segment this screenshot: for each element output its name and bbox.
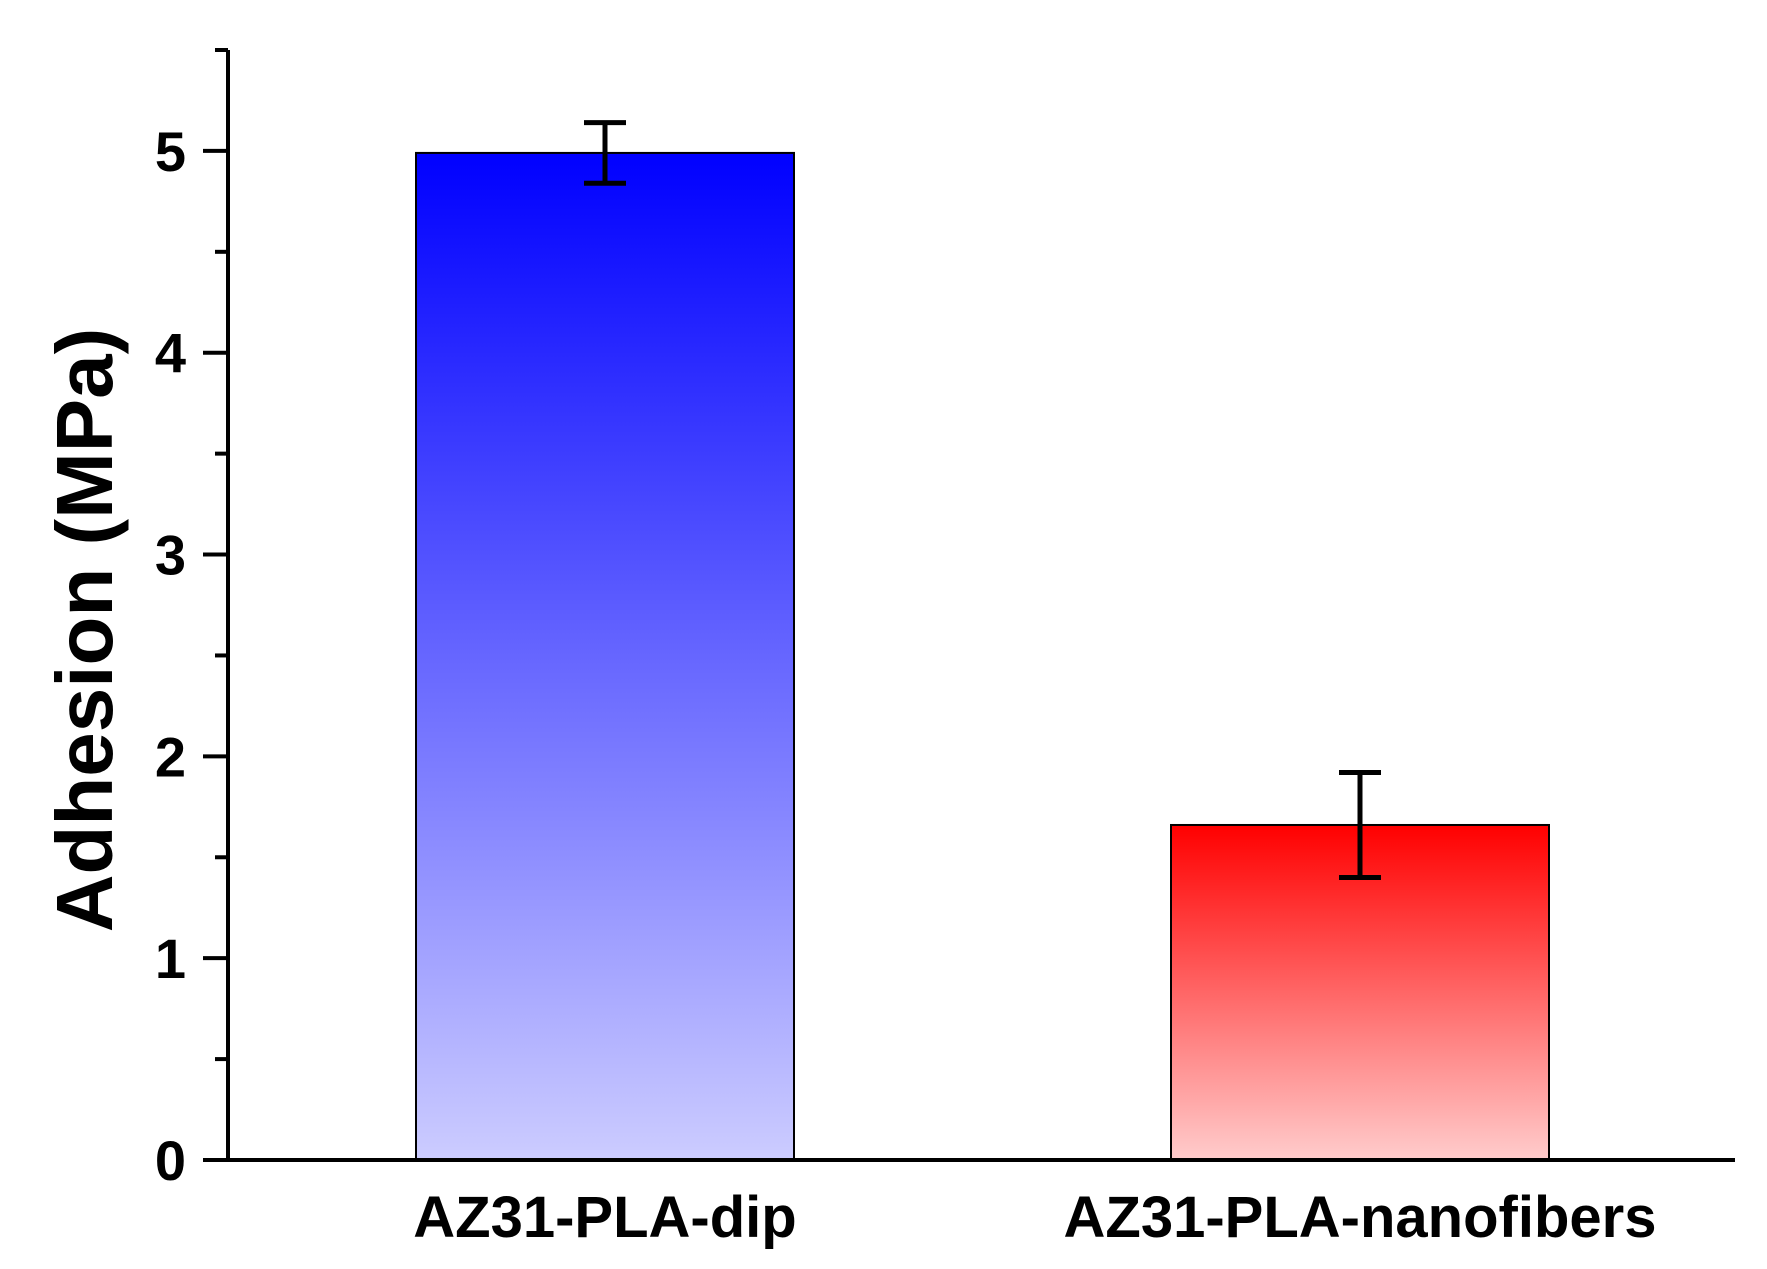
y-tick-label-4: 4	[155, 322, 186, 385]
bar-0	[415, 151, 795, 1162]
x-tick-label-0: AZ31-PLA-dip	[413, 1185, 796, 1250]
bar-1	[1170, 823, 1550, 1161]
x-labels-group: AZ31-PLA-dip AZ31-PLA-nanofibers	[413, 1185, 1656, 1250]
y-tick-label-1: 1	[155, 927, 186, 990]
y-axis-title: Adhesion (MPa)	[40, 328, 129, 932]
y-ticks-group: 0 1 2 3 4 5	[155, 48, 228, 1192]
y-tick-label-3: 3	[155, 524, 186, 587]
x-tick-label-1: AZ31-PLA-nanofibers	[1064, 1185, 1657, 1250]
error-bars-group	[584, 120, 1381, 880]
y-tick-label-0: 0	[155, 1129, 186, 1192]
y-tick-label-5: 5	[155, 120, 186, 183]
y-tick-label-2: 2	[155, 725, 186, 788]
bars-group	[415, 151, 1550, 1162]
